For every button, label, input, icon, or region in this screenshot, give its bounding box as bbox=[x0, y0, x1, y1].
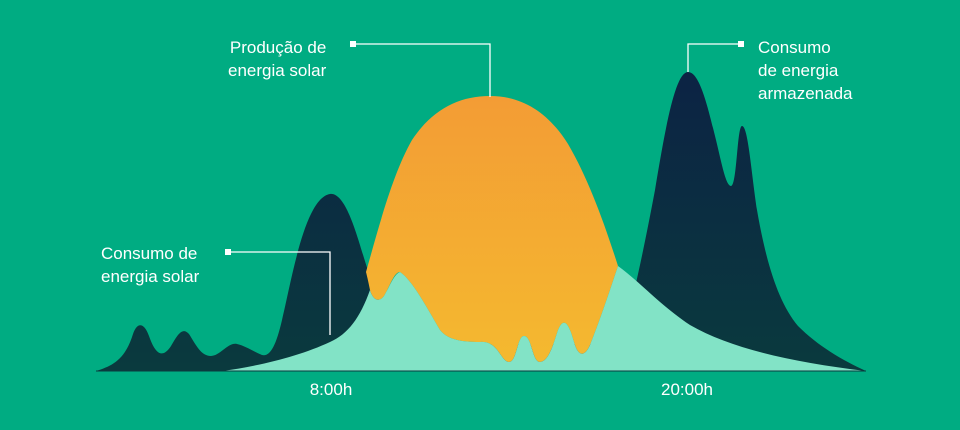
series-solar-production-area bbox=[366, 96, 618, 362]
leader-stored-consumption bbox=[687, 41, 744, 72]
annotation-solar-consumption: Consumo de energia solar bbox=[101, 244, 200, 286]
x-tick-label: 20:00h bbox=[661, 380, 713, 399]
annotation-solar-production: Produção de energia solar bbox=[228, 38, 327, 80]
leader-solar-consumption bbox=[225, 249, 331, 335]
x-tick-label: 8:00h bbox=[309, 380, 353, 399]
leader-solar-production bbox=[350, 41, 491, 97]
series-stored-consumption-area bbox=[96, 72, 866, 371]
annotation-stored-consumption: Consumo de energia armazenada bbox=[758, 38, 853, 103]
series-solar-consumption-area bbox=[222, 266, 866, 371]
